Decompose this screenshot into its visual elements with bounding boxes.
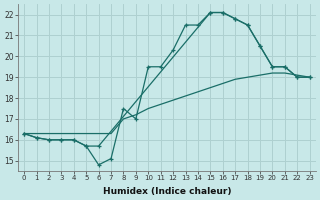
X-axis label: Humidex (Indice chaleur): Humidex (Indice chaleur) xyxy=(103,187,231,196)
